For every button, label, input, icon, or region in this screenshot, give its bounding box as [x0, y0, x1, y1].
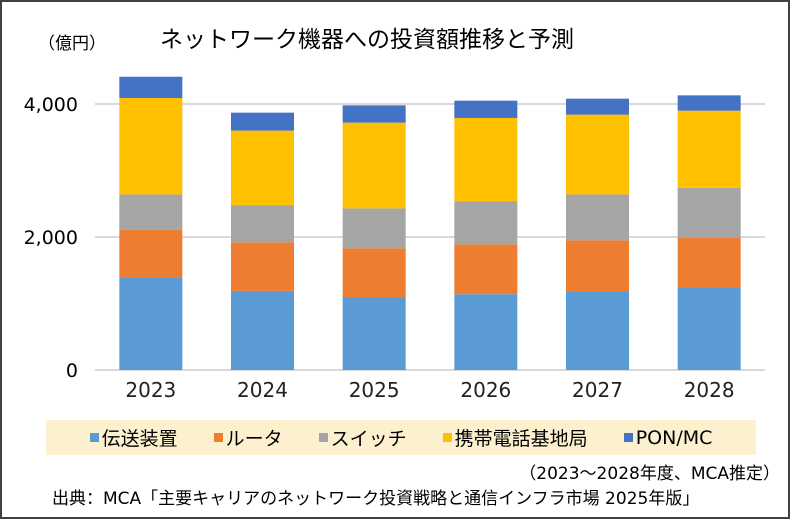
bar-segment	[677, 110, 741, 188]
legend-label: スイッチ	[330, 428, 407, 450]
bar-segment	[119, 194, 183, 230]
bar-segment	[454, 201, 518, 245]
legend-swatch	[213, 433, 223, 442]
bar-segment	[677, 95, 741, 111]
legend-swatch	[318, 433, 328, 442]
x-tick-label: 2025	[349, 378, 400, 402]
bar-segment	[454, 244, 518, 295]
x-tick-label: 2028	[684, 378, 735, 402]
bar-segment	[231, 112, 294, 131]
chart-title: ネットワーク機器への投資額推移と予測	[160, 27, 574, 53]
bar-segment	[566, 98, 629, 115]
legend-item: スイッチ	[318, 424, 407, 451]
bar-segment	[342, 297, 406, 370]
y-tick-label: 2,000	[24, 227, 78, 249]
bar-segment	[566, 194, 629, 241]
x-tick-label: 2023	[125, 378, 176, 402]
bar-segment	[119, 76, 183, 99]
y-axis-unit-label: （億円）	[38, 34, 106, 54]
bar-segment	[119, 277, 183, 370]
bar-segment	[119, 229, 183, 278]
legend-swatch	[623, 433, 633, 442]
legend-swatch	[89, 433, 99, 442]
bar-segment	[119, 98, 183, 195]
bar-segment	[454, 100, 518, 118]
bar-segment	[231, 242, 294, 291]
x-tick-label: 2024	[237, 378, 288, 402]
bar-segment	[566, 114, 629, 195]
bar-segment	[454, 117, 518, 202]
y-tick-label: 0	[66, 360, 78, 382]
x-axis-ticks: 2023 2024 2025 2026 2027 2028	[125, 378, 734, 402]
legend-item: PON/MC	[623, 426, 713, 449]
bars	[119, 76, 741, 370]
bar-segment	[231, 130, 294, 206]
bar-segment	[342, 208, 406, 249]
legend-label: 伝送装置	[101, 428, 178, 450]
estimate-note: （2023～2028年度、MCA推定）	[519, 464, 780, 484]
bar-segment	[566, 291, 629, 370]
source-citation: 出典：MCA「主要キャリアのネットワーク投資戦略と通信インフラ市場 2025年版…	[52, 489, 700, 509]
legend-item: ルータ	[213, 424, 283, 451]
bar-segment	[342, 248, 406, 298]
bar-segment	[677, 287, 741, 370]
x-tick-label: 2027	[572, 378, 623, 402]
legend-label: ルータ	[225, 428, 283, 450]
legend: 伝送装置 ルータ スイッチ 携帯電話基地局 PON/MC	[46, 420, 756, 455]
bar-segment	[231, 205, 294, 243]
gridlines	[95, 103, 765, 371]
legend-swatch	[442, 433, 452, 442]
bar-segment	[677, 237, 741, 288]
bar-segment	[342, 105, 406, 123]
bar-segment	[566, 240, 629, 292]
y-tick-label: 4,000	[24, 94, 78, 116]
x-tick-label: 2026	[460, 378, 511, 402]
bar-segment	[454, 294, 518, 370]
bar-segment	[342, 122, 406, 209]
legend-item: 伝送装置	[89, 424, 178, 451]
legend-item: 携帯電話基地局	[442, 424, 588, 451]
legend-label: 携帯電話基地局	[454, 428, 588, 450]
y-axis-ticks: 0 2,000 4,000	[24, 94, 78, 382]
bar-segment	[231, 290, 294, 370]
bar-segment	[677, 187, 741, 238]
legend-label: PON/MC	[635, 426, 713, 449]
